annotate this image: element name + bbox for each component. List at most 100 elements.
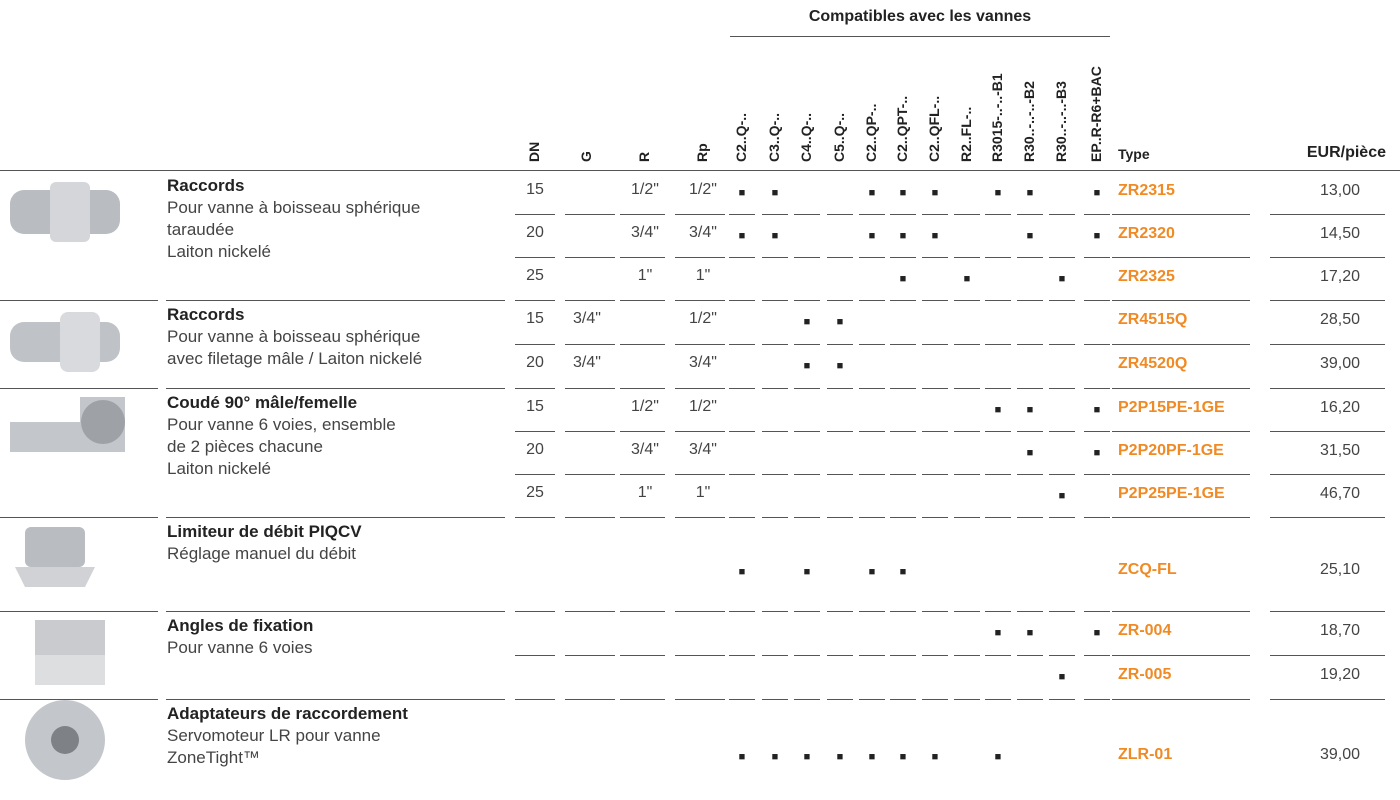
size-cell: 1/2" [689, 398, 717, 415]
compatibility-mark: ■ [994, 404, 1002, 416]
row-separator [1017, 214, 1043, 215]
row-separator [620, 257, 665, 258]
row-separator [985, 474, 1011, 475]
product-type: ZLR-01 [1118, 746, 1173, 763]
row-separator [1270, 257, 1385, 258]
row-separator [1049, 474, 1075, 475]
row-separator [565, 257, 615, 258]
row-separator [794, 474, 820, 475]
row-separator [890, 257, 916, 258]
row-separator [565, 699, 615, 700]
product-type: P2P25PE-1GE [1118, 485, 1225, 502]
row-separator [890, 655, 916, 656]
size-cell: 1/2" [689, 310, 717, 327]
row-separator [729, 611, 755, 612]
row-separator [515, 257, 555, 258]
compatibility-mark: ■ [1058, 273, 1066, 285]
product-price: 19,20 [1319, 666, 1360, 683]
size-cell: 3/4" [573, 354, 601, 371]
compatibility-mark: ■ [803, 316, 811, 328]
row-separator [1049, 699, 1075, 700]
row-separator [794, 655, 820, 656]
row-separator [0, 699, 158, 700]
row-separator [859, 611, 885, 612]
valve-header: C2..QPT-.. [894, 95, 910, 162]
type-header: Type [1118, 146, 1150, 162]
row-separator [1084, 300, 1110, 301]
row-separator [922, 655, 948, 656]
compatibility-mark: ■ [803, 566, 811, 578]
compatibility-mark: ■ [1026, 404, 1034, 416]
row-separator [827, 699, 853, 700]
row-separator [827, 344, 853, 345]
row-separator [1270, 699, 1385, 700]
product-description: Servomoteur LR pour vanne [167, 726, 381, 745]
row-separator [762, 300, 788, 301]
row-separator [0, 300, 158, 301]
size-cell: 20 [526, 354, 544, 371]
compatibility-mark: ■ [963, 273, 971, 285]
row-separator [954, 655, 980, 656]
compatibility-mark: ■ [836, 360, 844, 372]
product-type: ZR-004 [1118, 622, 1172, 639]
row-separator [1017, 344, 1043, 345]
size-cell: 3/4" [689, 354, 717, 371]
row-separator [859, 699, 885, 700]
compatibility-mark: ■ [899, 566, 907, 578]
row-separator [794, 611, 820, 612]
row-separator [1017, 300, 1043, 301]
row-separator [1017, 699, 1043, 700]
row-separator [1049, 214, 1075, 215]
size-cell: 1/2" [631, 181, 659, 198]
row-separator [729, 388, 755, 389]
row-separator [827, 431, 853, 432]
product-description: Pour vanne 6 voies [167, 638, 313, 657]
compatibility-mark: ■ [899, 273, 907, 285]
row-separator [985, 611, 1011, 612]
row-separator [1270, 611, 1385, 612]
row-separator [0, 170, 1400, 171]
product-type: ZR4520Q [1118, 355, 1188, 372]
row-separator [565, 517, 615, 518]
row-separator [675, 300, 725, 301]
valve-header: C2..QP-.. [863, 103, 879, 162]
row-separator [890, 699, 916, 700]
row-separator [675, 611, 725, 612]
product-name: Adaptateurs de raccordement [167, 704, 408, 723]
row-separator [1270, 655, 1385, 656]
row-separator [954, 474, 980, 475]
compatibility-mark: ■ [868, 566, 876, 578]
size-cell: 1/2" [631, 398, 659, 415]
compatibility-mark: ■ [868, 230, 876, 242]
product-price: 39,00 [1319, 355, 1360, 372]
valve-header: C3..Q-.. [766, 112, 782, 162]
row-separator [954, 431, 980, 432]
compatibility-mark: ■ [771, 751, 779, 763]
row-separator [859, 431, 885, 432]
product-description: Pour vanne 6 voies, ensemble [167, 415, 396, 434]
compatibility-mark: ■ [994, 187, 1002, 199]
row-separator [620, 431, 665, 432]
compatibility-mark: ■ [899, 187, 907, 199]
row-separator [890, 300, 916, 301]
row-separator [794, 214, 820, 215]
column-header: R [636, 151, 652, 162]
row-separator [827, 474, 853, 475]
product-name: Limiteur de débit PIQCV [167, 522, 362, 541]
row-separator [515, 344, 555, 345]
row-separator [1270, 431, 1385, 432]
row-separator [794, 431, 820, 432]
size-cell: 15 [526, 398, 544, 415]
row-separator [922, 214, 948, 215]
row-separator [954, 611, 980, 612]
row-separator [890, 517, 916, 518]
row-separator [729, 474, 755, 475]
product-type: P2P20PF-1GE [1118, 442, 1224, 459]
row-separator [954, 517, 980, 518]
row-separator [620, 344, 665, 345]
row-separator [954, 214, 980, 215]
product-type: ZR2320 [1118, 225, 1175, 242]
row-separator [1084, 699, 1110, 700]
row-separator [515, 431, 555, 432]
row-separator [762, 474, 788, 475]
